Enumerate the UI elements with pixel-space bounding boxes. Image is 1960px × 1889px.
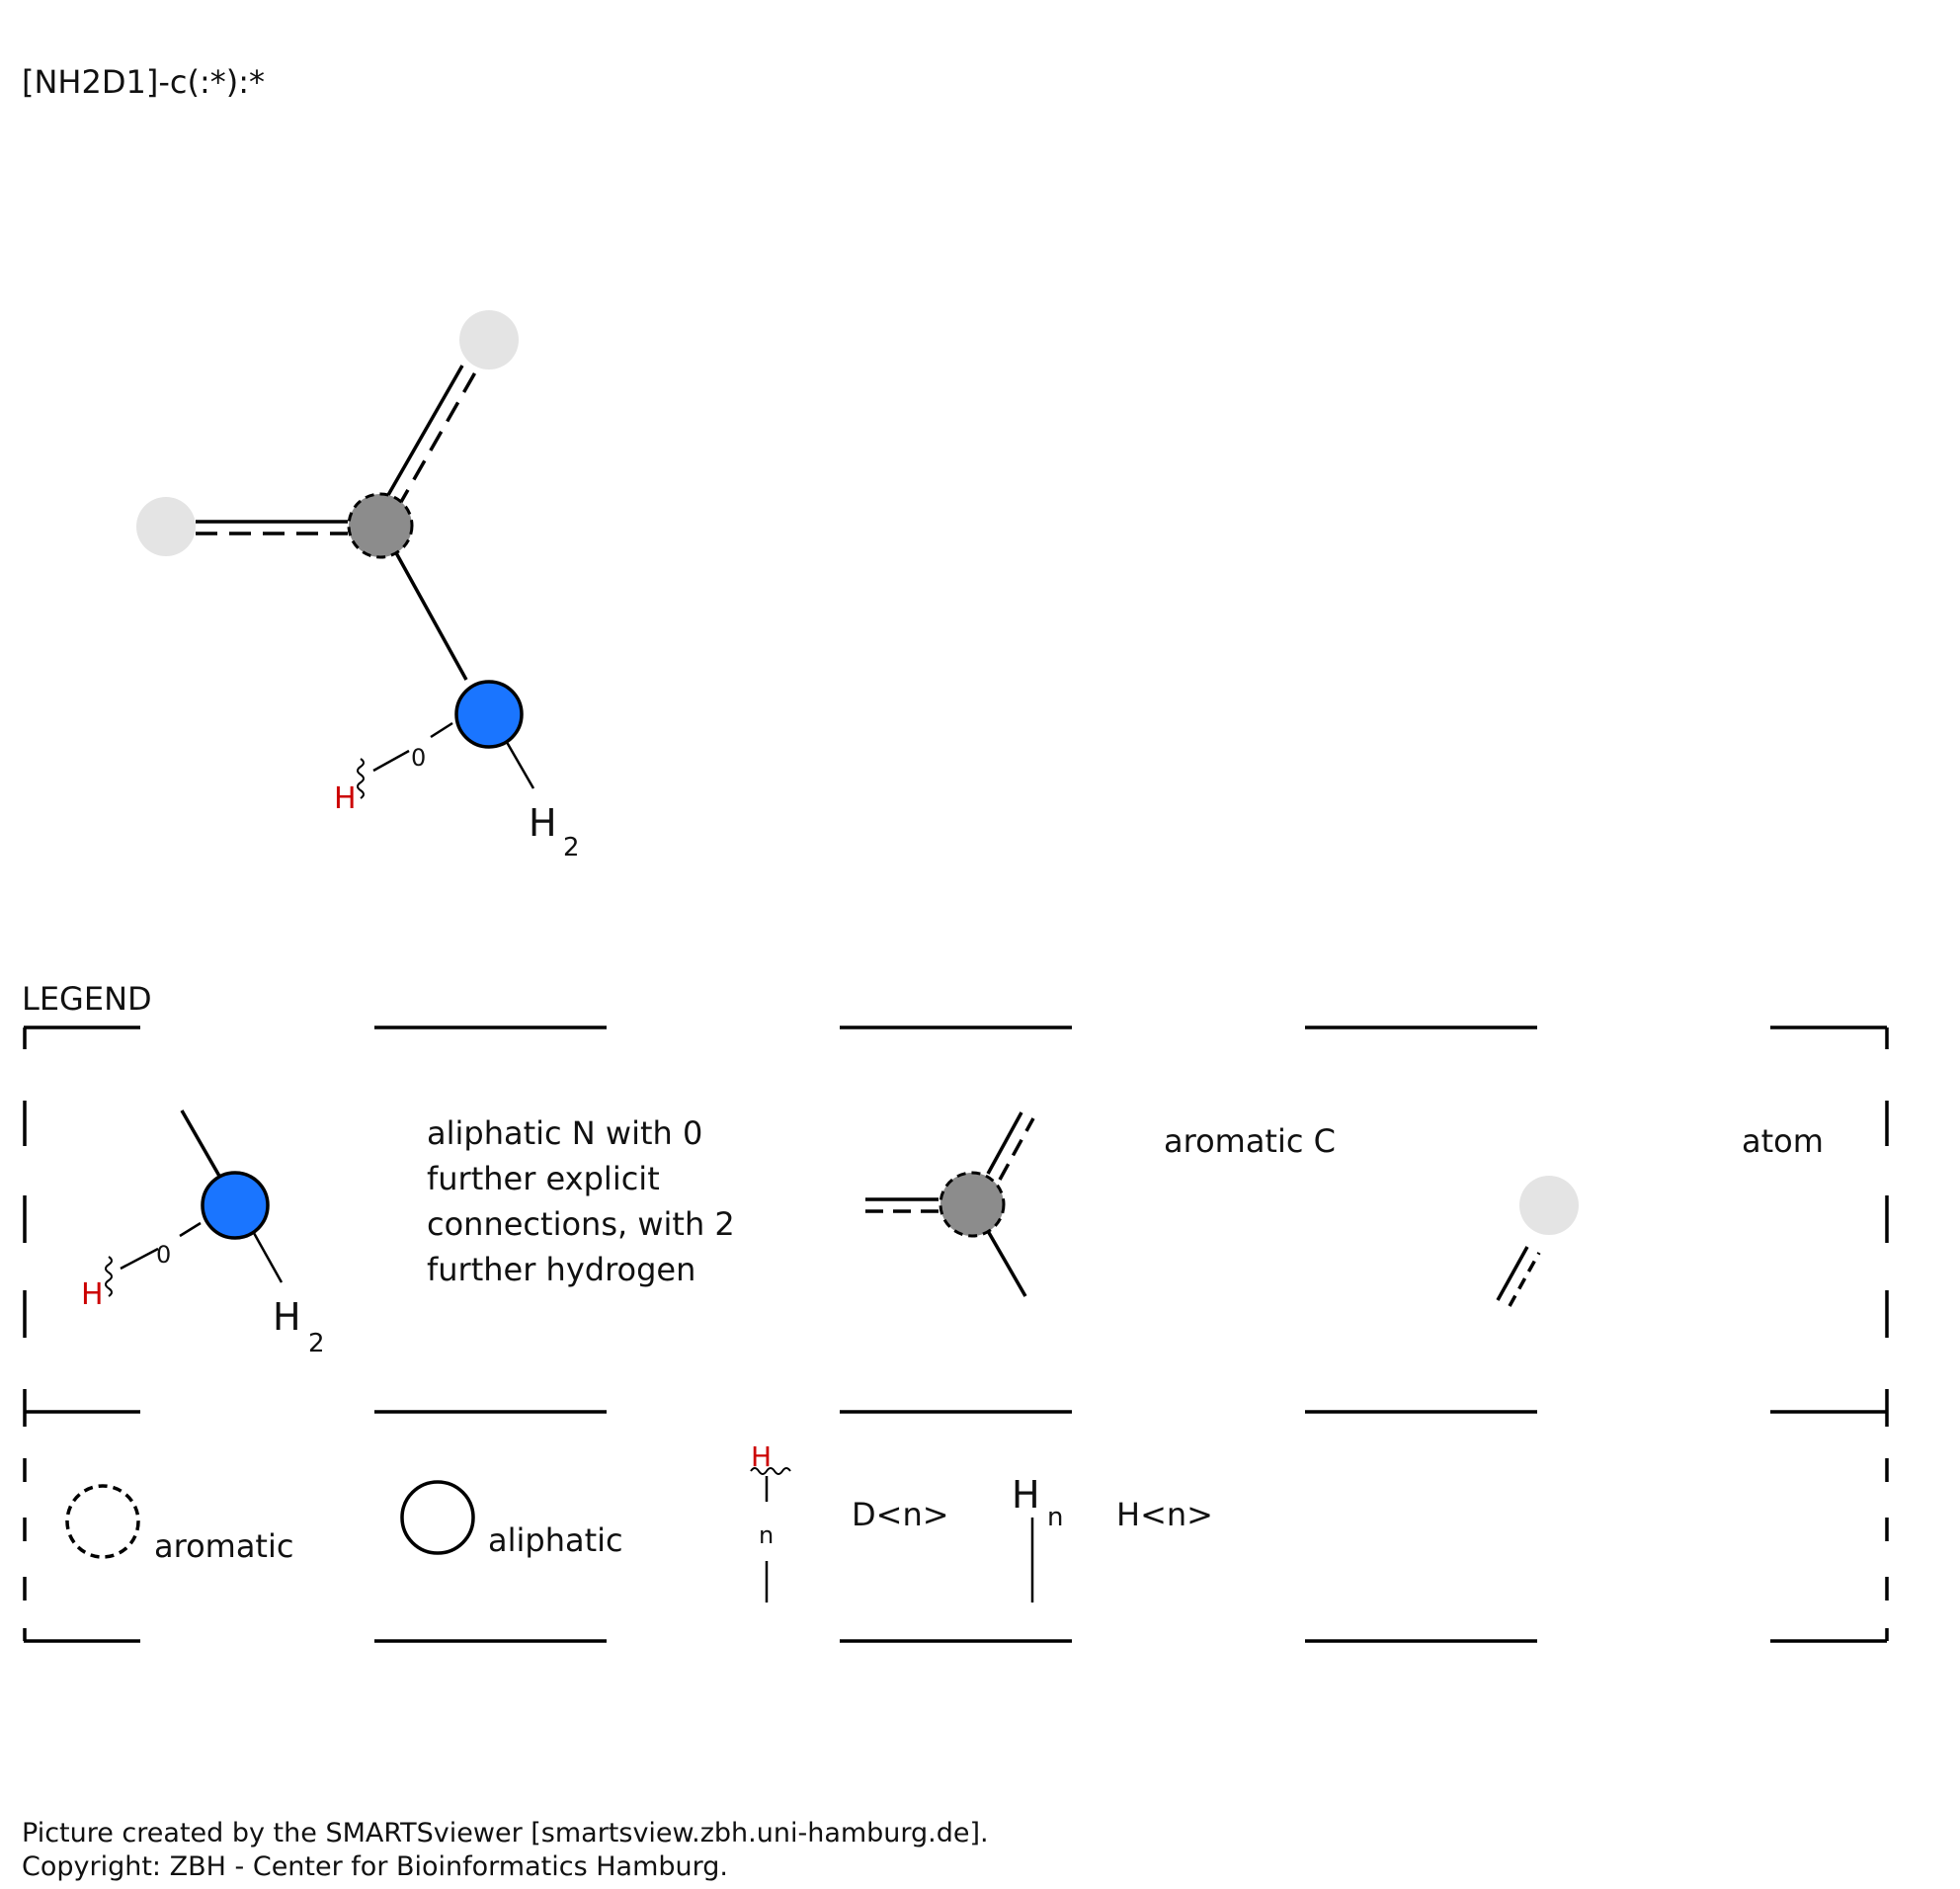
legend-n-desc-line-3: connections, with 2 <box>427 1205 735 1243</box>
molecule: H 2 0 H <box>136 310 580 862</box>
legend-n-desc-line-2: further explicit <box>427 1160 660 1197</box>
any-atom-left <box>136 497 196 556</box>
wavy-bond-icon <box>357 758 365 799</box>
legend-d-symbol-n: n <box>759 1521 774 1549</box>
legend-aliphatic-circle <box>400 1480 475 1555</box>
legend-n-h-subscript: 2 <box>308 1329 325 1358</box>
legend-d-desc: D<n> <box>852 1496 949 1533</box>
legend-aromatic-carbon-atom <box>939 1171 1006 1238</box>
mol-d-count: 0 <box>411 744 426 772</box>
legend-h-symbol-n: n <box>1047 1503 1063 1532</box>
legend-n-desc-line-1: aliphatic N with 0 <box>427 1114 702 1152</box>
legend-h-symbol-h: H <box>1012 1473 1040 1517</box>
legend-n-d-h-label: H <box>81 1277 104 1312</box>
n-d-line-upper <box>430 721 453 739</box>
legend-h-desc: H<n> <box>1116 1496 1213 1533</box>
legend-n-h-label: H <box>273 1295 301 1339</box>
aromatic-carbon-atom <box>347 492 414 559</box>
any-atom-upper <box>459 310 519 370</box>
footer-credit: Picture created by the SMARTSviewer [sma… <box>22 1818 989 1848</box>
single-bond-c-n <box>392 548 468 681</box>
n-d-line-lower <box>372 749 410 773</box>
legend-nitrogen-description: aliphatic N with 0 further explicit conn… <box>427 1114 735 1288</box>
aromatic-bond-upper <box>382 365 477 510</box>
nitrogen-atom <box>454 680 524 749</box>
legend-n-d-count: 0 <box>156 1241 171 1269</box>
legend-n-desc-line-4: further hydrogen <box>427 1251 695 1288</box>
legend-aromatic-circle <box>65 1484 140 1559</box>
legend-h-symbol: H n <box>1012 1473 1063 1602</box>
legend-c-desc: aromatic C <box>1164 1122 1336 1160</box>
mol-h2-subscript: 2 <box>563 833 580 862</box>
legend-nitrogen-symbol: H 2 0 H <box>81 1109 325 1358</box>
legend-aromatic-label: aromatic <box>154 1527 293 1565</box>
legend-any-atom <box>1519 1176 1579 1235</box>
legend-d-symbol: H n <box>750 1440 791 1602</box>
legend-title: LEGEND <box>22 980 152 1018</box>
legend-any-atom-symbol <box>1496 1176 1579 1307</box>
smarts-string: [NH2D1]-c(:*):* <box>22 63 265 101</box>
footer-copyright: Copyright: ZBH - Center for Bioinformati… <box>22 1851 728 1882</box>
legend-wavy-bond-icon <box>750 1467 791 1475</box>
legend-atom-desc: atom <box>1742 1122 1824 1160</box>
legend-aromatic-carbon-symbol <box>865 1111 1035 1297</box>
legend-nitrogen-atom <box>201 1171 270 1240</box>
n-h2-line <box>502 736 535 789</box>
legend-frame <box>23 1026 1889 1643</box>
aromatic-bond-left <box>196 520 348 535</box>
legend-d-symbol-h: H <box>751 1440 772 1473</box>
legend-aliphatic-label: aliphatic <box>488 1521 623 1559</box>
mol-d-h-label: H <box>334 781 357 816</box>
mol-h2-label: H <box>529 801 557 845</box>
